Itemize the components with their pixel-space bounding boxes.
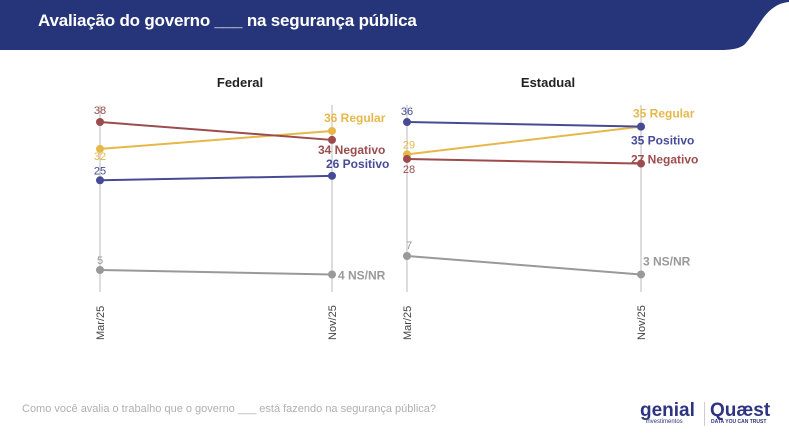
start-label: 5: [97, 255, 103, 267]
end-label: 35 Regular: [633, 107, 695, 121]
panel-title: Federal: [217, 75, 263, 90]
series-line-positivo: [406, 121, 642, 128]
end-label: 27 Negativo: [631, 153, 698, 167]
logos: genial investimentos Quæst DATA YOU CAN …: [640, 400, 780, 428]
start-label: 25: [94, 165, 106, 177]
start-label: 36: [401, 106, 413, 118]
start-label: 7: [406, 240, 412, 252]
data-point: [96, 144, 104, 153]
series-line-positivo: [99, 174, 333, 182]
series-line-regular: [99, 129, 333, 150]
data-point: [403, 118, 411, 127]
start-label: 29: [403, 139, 415, 151]
genial-logo-sub: investimentos: [646, 419, 683, 425]
data-point: [328, 135, 336, 144]
end-label: 4 NS/NR: [338, 268, 386, 282]
data-point: [328, 270, 336, 279]
end-label: 34 Negativo: [318, 143, 385, 157]
data-point: [403, 154, 411, 163]
end-label: 35 Positivo: [631, 134, 694, 148]
end-label: 26 Positivo: [326, 157, 389, 171]
data-point: [96, 176, 104, 185]
quaest-logo: Quæst: [710, 400, 771, 421]
survey-question: Como você avalia o trabalho que o govern…: [22, 403, 437, 415]
page-title: Avaliação do governo ___ na segurança pú…: [38, 11, 417, 30]
quaest-logo-sub: DATA YOU CAN TRUST: [711, 419, 767, 425]
series-line-nsnr: [406, 255, 642, 276]
end-label: 36 Regular: [324, 111, 386, 125]
series-line-negativo: [406, 157, 642, 165]
end-label: 3 NS/NR: [643, 254, 691, 268]
x-tick-label: Nov/25: [636, 305, 648, 340]
panel-title: Estadual: [521, 75, 575, 90]
x-tick-label: Mar/25: [95, 306, 107, 340]
start-label: 32: [94, 151, 106, 163]
series-line-nsnr: [99, 269, 333, 276]
series-line-regular: [406, 125, 642, 156]
data-point: [328, 171, 336, 180]
header-banner: [0, 0, 789, 50]
logo-divider: [704, 402, 705, 426]
data-point: [637, 159, 645, 168]
x-tick-label: Mar/25: [402, 306, 414, 340]
data-point: [328, 126, 336, 135]
data-point: [96, 117, 104, 126]
start-label: 38: [94, 105, 106, 117]
data-point: [96, 266, 104, 274]
data-point: [403, 252, 411, 260]
data-point: [637, 122, 645, 131]
data-point: [637, 270, 645, 279]
genial-logo: genial: [640, 400, 695, 421]
series-line-negativo: [99, 120, 333, 141]
start-label: 28: [403, 164, 415, 176]
x-tick-label: Nov/25: [327, 305, 339, 340]
